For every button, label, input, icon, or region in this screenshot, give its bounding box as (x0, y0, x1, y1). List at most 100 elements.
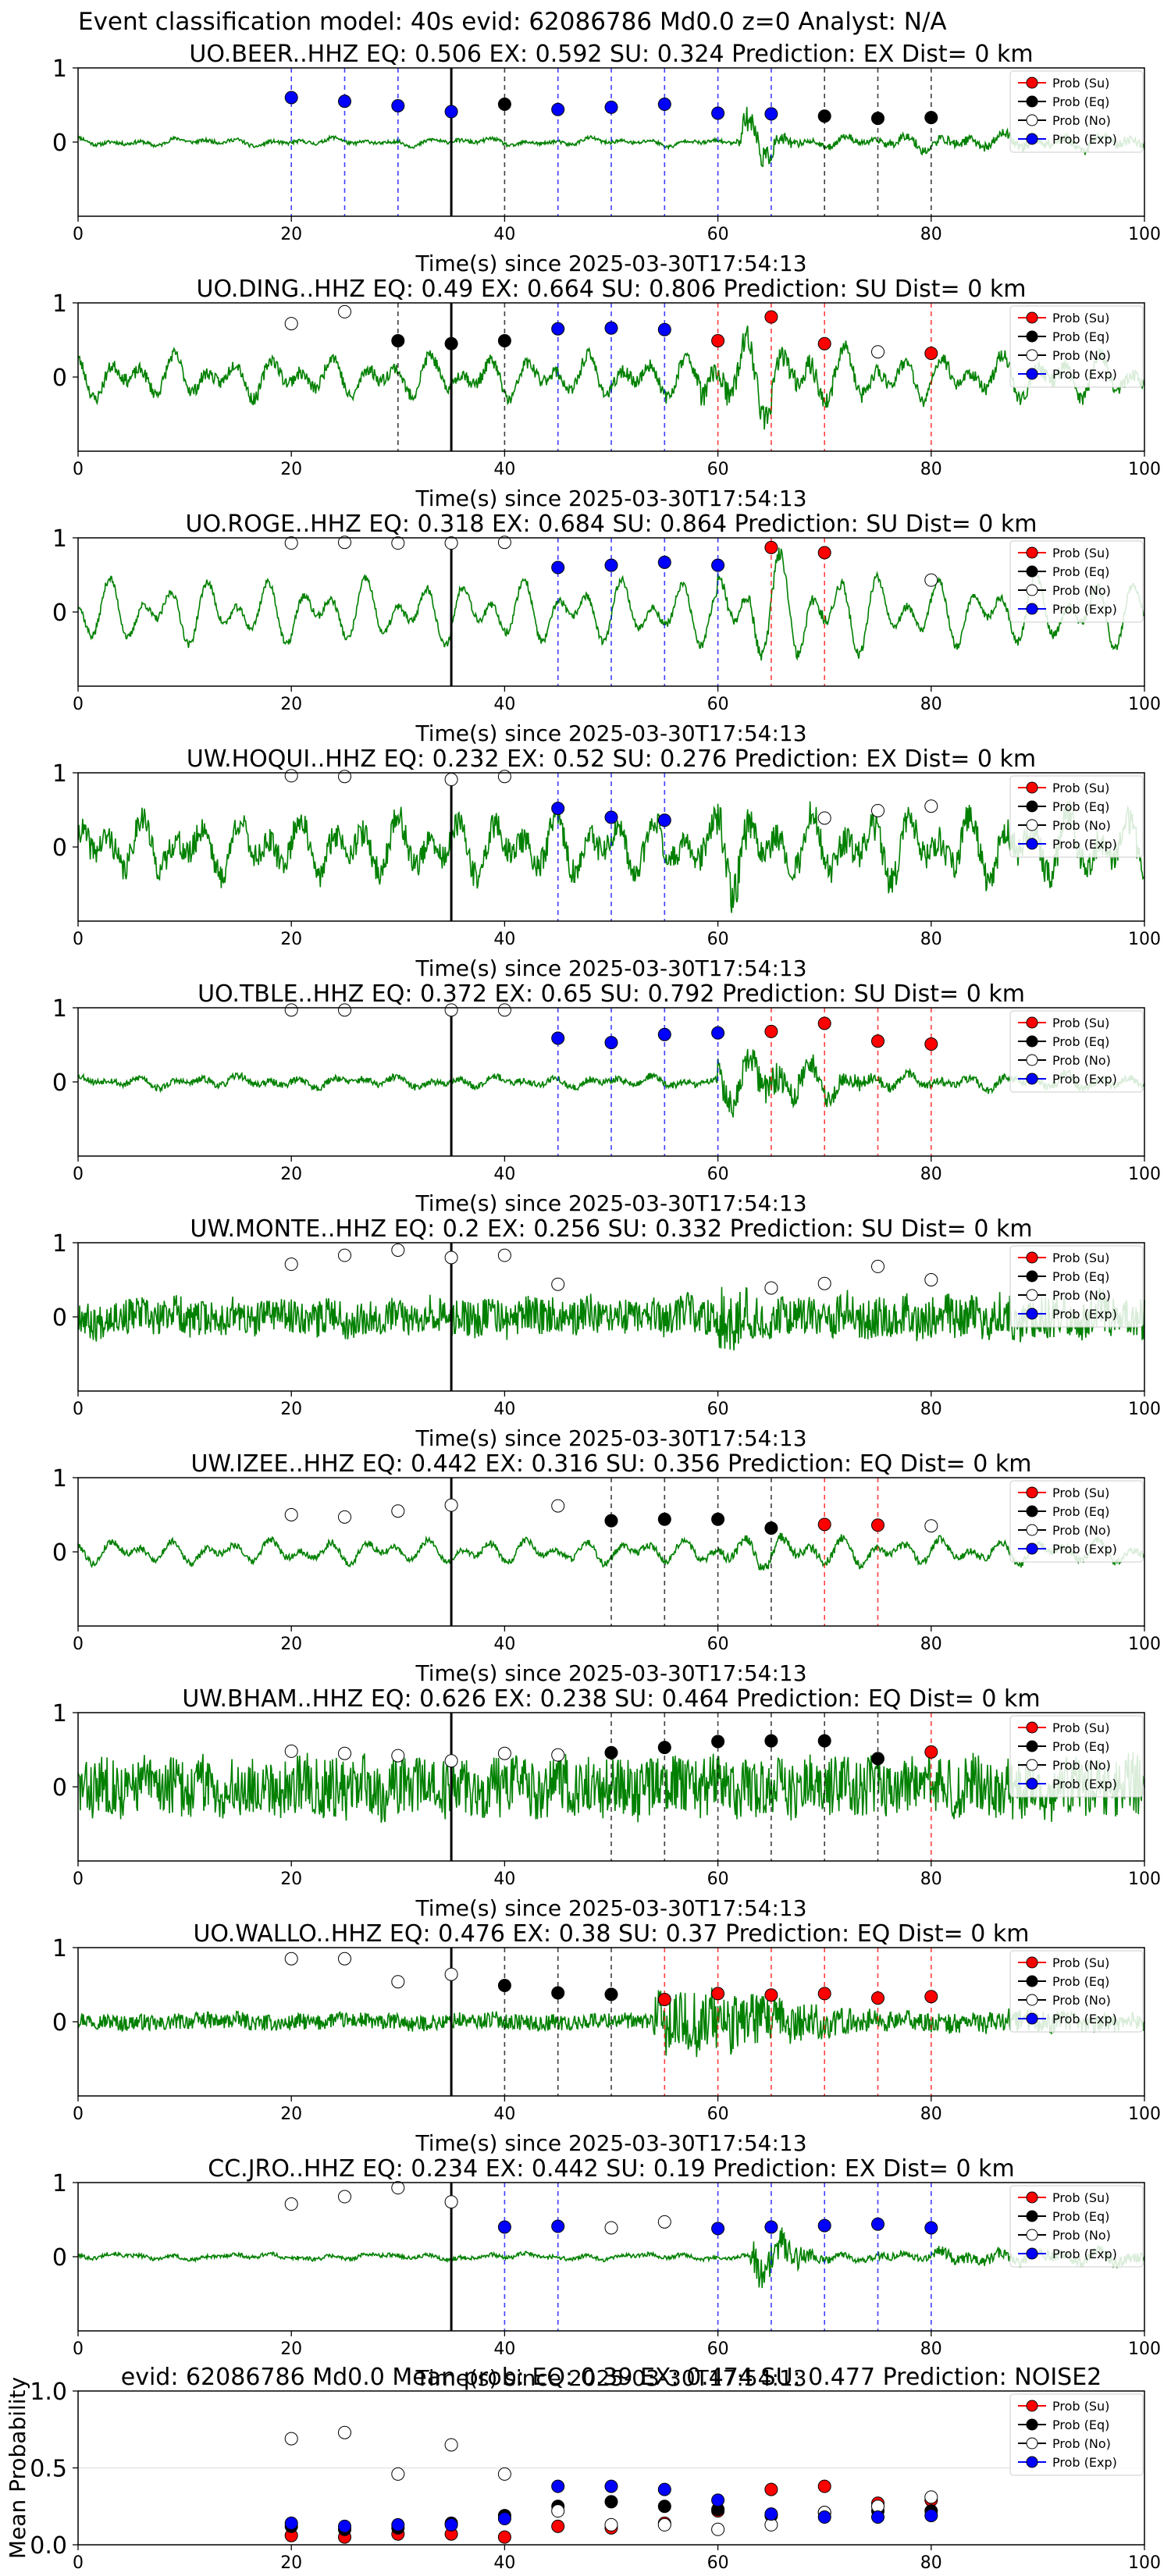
panel-8-trace (77, 1987, 1145, 2058)
panel-0-legend-marker-no (1026, 114, 1038, 126)
panel-2-prob-marker-exp (657, 555, 671, 569)
panel-9-prob-marker-exp (871, 2217, 884, 2231)
panel-0-legend-label-no: Prob (No) (1052, 113, 1111, 128)
panel-9-prob-marker-no (284, 2197, 298, 2211)
panel-2-prob-marker-exp (551, 560, 565, 575)
panel-1-prob-marker-su (924, 347, 938, 361)
panel-7-xtick-label: 20 (280, 1870, 302, 1889)
panel-8-prob-marker-eq (497, 1978, 511, 1992)
mean-marker-exp (551, 2479, 565, 2493)
panel-0-ytick-label: 0 (52, 130, 67, 157)
panel-4-xtick-label: 40 (493, 1165, 515, 1184)
mean-marker-exp (871, 2510, 884, 2524)
panel-7-legend-marker-su (1026, 1721, 1038, 1734)
panel-1-xtick-label: 60 (707, 460, 729, 479)
mean-marker-no (551, 2504, 565, 2518)
panel-1-title: UO.DING..HHZ EQ: 0.49 EX: 0.664 SU: 0.80… (197, 276, 1027, 303)
mean-marker-no (391, 2467, 405, 2481)
panel-0-trace (77, 106, 1145, 167)
panel-4-legend-box (1009, 1010, 1144, 1093)
panel-8-prob-marker-no (338, 1952, 351, 1966)
panel-2-prob-marker-no (444, 536, 458, 550)
panel-7-legend-label-eq: Prob (Eq) (1052, 1739, 1109, 1754)
panel-6-xtick-label: 20 (280, 1635, 302, 1654)
panel-9-legend-label-no: Prob (No) (1052, 2228, 1111, 2243)
panel-1-prob-marker-no (284, 317, 298, 331)
panel-1-ytick-label: 1 (52, 290, 67, 318)
panel-7-xtick-label: 40 (493, 1870, 515, 1889)
panel-5-legend-label-no: Prob (No) (1052, 1288, 1111, 1303)
panel-9-prob-marker-no (657, 2215, 671, 2229)
panel-1-prob-marker-eq (497, 333, 511, 347)
panel-8-ytick-label: 0 (52, 2009, 67, 2037)
panel-7-prob-marker-eq (764, 1734, 778, 1748)
panel-5-legend-box (1009, 1245, 1144, 1328)
panel-8-legend-marker-eq (1026, 1975, 1038, 1987)
panel-1-prob-marker-exp (551, 322, 565, 336)
mean-marker-no (924, 2490, 938, 2504)
panel-6-xtick-label: 0 (73, 1635, 84, 1654)
panel-5-xtick-label: 80 (920, 1400, 942, 1419)
panel-3-xtick-label: 80 (920, 930, 942, 949)
panel-3-ytick-label: 0 (52, 834, 67, 862)
panel-6-legend-label-exp: Prob (Exp) (1052, 1542, 1117, 1557)
panel-5-prob-marker-no (764, 1281, 778, 1295)
panel-0-prob-marker-exp (551, 102, 565, 116)
panel-3-ytick-label: 1 (52, 760, 67, 788)
panel-4-legend-label-eq: Prob (Eq) (1052, 1034, 1109, 1049)
panel-4: UO.TBLE..HHZ EQ: 0.372 EX: 0.65 SU: 0.79… (52, 980, 1161, 1216)
panel-10-frame (77, 2390, 1145, 2546)
panel-8-prob-marker-su (764, 1988, 778, 2002)
panel-1: UO.DING..HHZ EQ: 0.49 EX: 0.664 SU: 0.80… (52, 276, 1161, 511)
mean-marker-eq (657, 2500, 671, 2514)
panel-1-legend-label-su: Prob (Su) (1052, 311, 1109, 326)
panel-5-legend-label-exp: Prob (Exp) (1052, 1307, 1117, 1322)
panel-6-prob-marker-su (817, 1517, 831, 1532)
panel-8-xlabel: Time(s) since 2025-03-30T17:54:13 (415, 2130, 806, 2156)
panel-2-legend-marker-eq (1026, 565, 1038, 578)
panel-0-frame (77, 67, 1145, 217)
panel-3-legend-label-no: Prob (No) (1052, 818, 1111, 833)
mean-marker-exp (657, 2482, 671, 2496)
panel-3: UW.HOQUI..HHZ EQ: 0.232 EX: 0.52 SU: 0.2… (52, 745, 1161, 981)
panel-7-xtick-label: 60 (707, 1870, 729, 1889)
panel-7-prob-marker-eq (657, 1741, 671, 1755)
panel-2-prob-marker-su (817, 546, 831, 560)
panel-4-frame (77, 1007, 1145, 1157)
panel-1-legend-label-no: Prob (No) (1052, 348, 1111, 363)
panel-5-ytick-label: 1 (52, 1230, 67, 1258)
panel-1-xlabel: Time(s) since 2025-03-30T17:54:13 (415, 486, 806, 511)
panel-4-legend-label-su: Prob (Su) (1052, 1016, 1109, 1030)
panel-5-frame (77, 1242, 1145, 1392)
panel-9-prob-marker-exp (711, 2222, 725, 2236)
panel-2-xlabel: Time(s) since 2025-03-30T17:54:13 (415, 720, 806, 746)
panel-9-prob-marker-exp (924, 2221, 938, 2235)
panel-5-ytick-label: 0 (52, 1304, 67, 1332)
panel-7-prob-marker-no (551, 1748, 565, 1762)
panel-9-xtick-label: 20 (280, 2339, 302, 2359)
panel-10-title: evid: 62086786 Md0.0 Mean prob: EQ: 0.39… (121, 2364, 1102, 2391)
panel-4-ytick-label: 0 (52, 1069, 67, 1097)
panel-9-legend-label-su: Prob (Su) (1052, 2190, 1109, 2205)
panel-4-prob-marker-su (764, 1024, 778, 1038)
panel-1-xtick-label: 0 (73, 460, 84, 479)
panel-8-prob-marker-su (657, 1993, 671, 2006)
panel-7-legend-marker-eq (1026, 1740, 1038, 1752)
panel-3-xtick-label: 0 (73, 930, 84, 949)
panel-7-prob-marker-no (444, 1754, 458, 1768)
panel-7-prob-marker-su (924, 1745, 938, 1759)
panel-0-prob-marker-eq (924, 111, 938, 125)
panel-10-legend-label-no: Prob (No) (1052, 2436, 1111, 2451)
panel-5-legend-marker-su (1026, 1251, 1038, 1264)
panel-8-xtick-label: 0 (73, 2105, 84, 2124)
mean-marker-exp (391, 2517, 405, 2532)
panel-10-xtick-label: 100 (1128, 2553, 1161, 2573)
panel-9-prob-marker-exp (817, 2218, 831, 2233)
panel-9-prob-marker-exp (497, 2220, 511, 2234)
panel-4-prob-marker-no (497, 1003, 511, 1017)
panel-8-prob-marker-no (284, 1952, 298, 1966)
panel-4-legend-label-exp: Prob (Exp) (1052, 1072, 1117, 1087)
mean-marker-exp (764, 2507, 778, 2521)
panel-4-legend-marker-exp (1026, 1073, 1038, 1085)
panel-4-prob-marker-exp (657, 1027, 671, 1041)
